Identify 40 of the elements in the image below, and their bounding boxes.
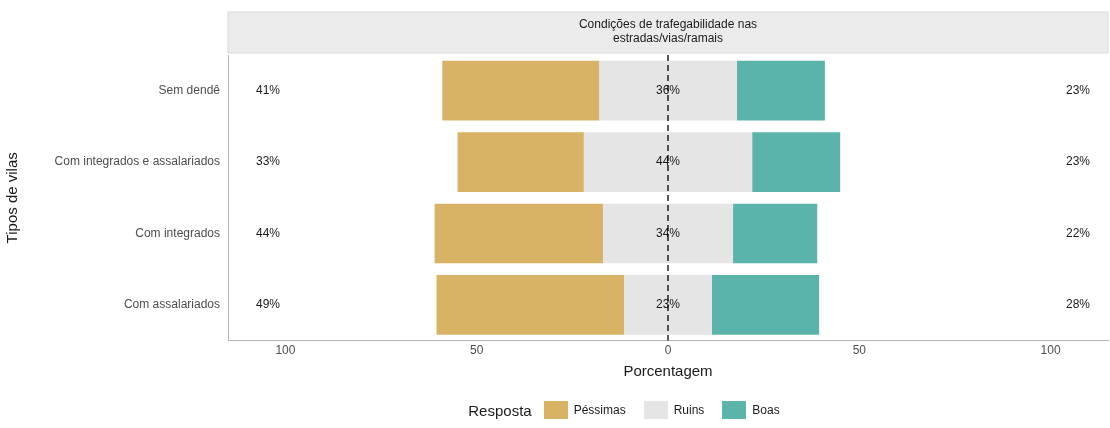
legend-label: Ruins <box>673 403 705 417</box>
bar <box>583 132 753 192</box>
chart-title: Condições de trafegabilidade nas estradas/vias/ramais <box>578 17 758 46</box>
bar <box>434 203 603 264</box>
x-tick-label: 50 <box>852 343 867 358</box>
data-label: 28% <box>1065 297 1091 312</box>
data-label: 23% <box>1065 83 1091 98</box>
data-label: 44% <box>655 154 681 169</box>
data-label: 23% <box>655 297 681 312</box>
bar <box>712 275 820 335</box>
bar <box>602 203 734 264</box>
bar <box>436 275 624 335</box>
bar <box>442 60 600 121</box>
x-axis-title: Porcentagem <box>623 362 713 380</box>
bar <box>733 203 818 264</box>
y-axis-title: Tipos de vilas <box>3 152 21 244</box>
data-label: 33% <box>255 154 281 169</box>
bar <box>752 132 841 192</box>
bar <box>599 60 737 121</box>
legend-label: Péssimas <box>573 403 626 417</box>
y-tick-label: Com assalariados <box>123 297 220 312</box>
data-label: 34% <box>655 225 681 240</box>
x-tick-label: 100 <box>275 343 296 358</box>
legend-label: Boas <box>752 403 780 417</box>
y-tick-label: Sem dendê <box>158 83 221 98</box>
x-tick-label: 100 <box>1040 343 1061 358</box>
y-tick-label: Com integrados <box>135 225 220 240</box>
legend-title: Resposta <box>468 401 532 419</box>
bar <box>736 60 825 121</box>
bar <box>624 275 712 335</box>
data-label: 22% <box>1065 225 1091 240</box>
data-label: 23% <box>1065 154 1091 169</box>
x-tick-label: 50 <box>470 343 484 358</box>
bar <box>457 132 584 192</box>
data-label: 49% <box>255 297 281 312</box>
data-label: 44% <box>255 225 281 240</box>
data-label: 41% <box>255 83 281 98</box>
y-tick-label: Com integrados e assalariados <box>54 154 220 169</box>
x-tick-label: 0 <box>664 343 672 358</box>
data-label: 36% <box>655 83 681 98</box>
